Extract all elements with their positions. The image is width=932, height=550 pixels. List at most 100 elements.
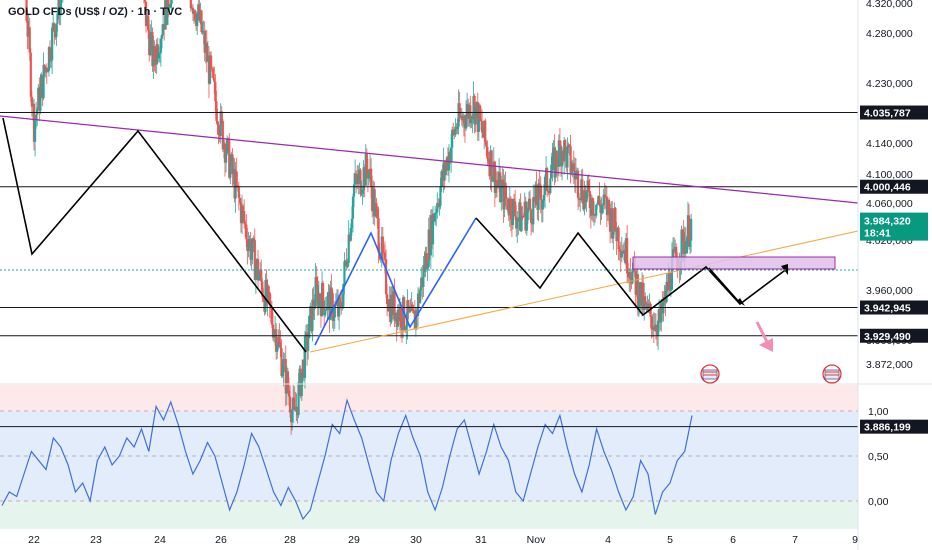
candle-body (205, 43, 208, 62)
descending-trendline[interactable] (0, 115, 859, 204)
candle-body (217, 124, 220, 135)
candle-body (576, 170, 580, 198)
time-axis[interactable]: 22 23 24 26 28 29 30 31 Nov 4 5 6 7 9 (28, 534, 858, 546)
candle-body (354, 173, 357, 185)
candle-body (250, 252, 253, 260)
candle-body (578, 197, 581, 201)
candle-body (270, 308, 273, 325)
candle-body (542, 194, 546, 201)
candle-body (208, 55, 212, 84)
ascending-support-line[interactable] (309, 230, 859, 353)
candle-body (333, 304, 336, 318)
candle-body (196, 13, 199, 27)
price-level-tag (860, 105, 928, 120)
candle-body (159, 38, 163, 53)
candle-body (189, 0, 192, 9)
candle-body (56, 13, 59, 24)
oscillator-line (1, 398, 693, 521)
candle-body (228, 139, 231, 178)
candle-body (493, 161, 496, 193)
candle-body (212, 68, 215, 79)
candle-body (169, 3, 172, 8)
candle-body (149, 35, 152, 56)
oscillator-tick-label: 0,00 (868, 496, 889, 508)
drawings (0, 115, 859, 384)
candle-body (614, 208, 617, 230)
y-tick-label: 4.280,000 (866, 28, 913, 40)
candle-body (451, 129, 454, 148)
oscillator-pane[interactable] (0, 385, 858, 529)
candle-body (42, 64, 45, 99)
candle-body (281, 372, 284, 376)
candle-body (581, 179, 584, 201)
candle-body (213, 78, 216, 82)
candle-body (530, 209, 533, 224)
candle-body (30, 96, 33, 107)
flag-icon-1[interactable] (700, 364, 720, 384)
resistance-zone[interactable] (632, 256, 836, 270)
candle-body (456, 127, 459, 129)
candle-body (219, 111, 222, 136)
candle-body (266, 286, 269, 302)
x-tick-label: 5 (667, 534, 673, 546)
candle-body (25, 0, 28, 21)
candle-body (147, 15, 150, 31)
candle-body (486, 146, 489, 159)
candle-body (170, 0, 173, 4)
y-tick-label: 3.872,000 (866, 359, 913, 371)
candle-body (500, 184, 503, 202)
candle-body (51, 27, 54, 61)
candle-body (558, 140, 562, 146)
candle-body (631, 268, 634, 284)
candle-body (35, 114, 38, 121)
candle-body (350, 218, 354, 229)
candle-body (168, 7, 171, 9)
zigzag-pattern[interactable] (2, 117, 307, 353)
candle-body (237, 186, 240, 198)
candle-body (364, 153, 367, 186)
candle-body (618, 249, 621, 252)
candle-body (158, 52, 161, 54)
oscillator-axis[interactable]: 1,00 0,50 0,00 (868, 406, 889, 508)
x-tick-label: 22 (28, 534, 40, 546)
candle-body (474, 106, 477, 125)
candle-body (55, 23, 58, 38)
candle-body (49, 60, 53, 62)
candle-body (495, 180, 499, 184)
candle-body (629, 271, 632, 280)
candle-body (479, 119, 483, 122)
oscillator-tick-label: 0,50 (868, 451, 889, 463)
candle-body (332, 317, 335, 321)
price-pane[interactable] (0, 0, 858, 383)
x-tick-label: Nov (527, 534, 546, 546)
candle-body (223, 143, 227, 163)
candle-body (193, 10, 197, 20)
candle-body (325, 309, 328, 311)
candle-body (425, 253, 428, 270)
candle-body (314, 277, 317, 307)
price-level-tag (860, 179, 928, 194)
x-tick-label: 9 (852, 534, 858, 546)
candle-body (591, 198, 595, 216)
candle-body (200, 10, 203, 32)
flag-icon-2[interactable] (822, 364, 842, 384)
candle-body (596, 203, 599, 205)
candle-body (517, 218, 520, 222)
candle-body (485, 141, 488, 147)
candle-body (469, 105, 472, 124)
price-level-label: 4.000,446 (864, 182, 911, 194)
price-level-tag (860, 328, 928, 343)
candle-body (506, 198, 509, 211)
candle-body (243, 211, 246, 223)
candle-body (611, 208, 614, 239)
candle-body (279, 342, 282, 349)
candle-body (535, 184, 538, 206)
blue-pattern[interactable] (314, 217, 477, 346)
current-price-tag (860, 212, 928, 241)
candle-body (261, 281, 264, 297)
candle-body (303, 336, 307, 378)
candle-body (649, 303, 652, 317)
zigzag-pattern-2[interactable] (475, 217, 789, 317)
candle-body (416, 293, 420, 316)
